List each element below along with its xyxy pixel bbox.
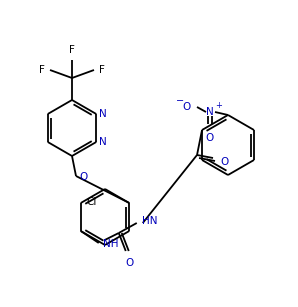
Text: N: N xyxy=(99,109,107,119)
Text: −: − xyxy=(176,96,184,106)
Text: N: N xyxy=(99,137,107,147)
Text: F: F xyxy=(39,65,45,75)
Text: O: O xyxy=(126,258,134,268)
Text: NH: NH xyxy=(103,239,118,249)
Text: O: O xyxy=(79,172,87,182)
Text: Cl: Cl xyxy=(87,197,97,207)
Text: O: O xyxy=(206,133,214,143)
Text: N: N xyxy=(206,107,214,117)
Text: O: O xyxy=(183,102,191,112)
Text: HN: HN xyxy=(142,216,157,226)
Text: F: F xyxy=(99,65,105,75)
Text: +: + xyxy=(215,102,222,111)
Text: F: F xyxy=(69,45,75,55)
Text: O: O xyxy=(220,157,228,167)
